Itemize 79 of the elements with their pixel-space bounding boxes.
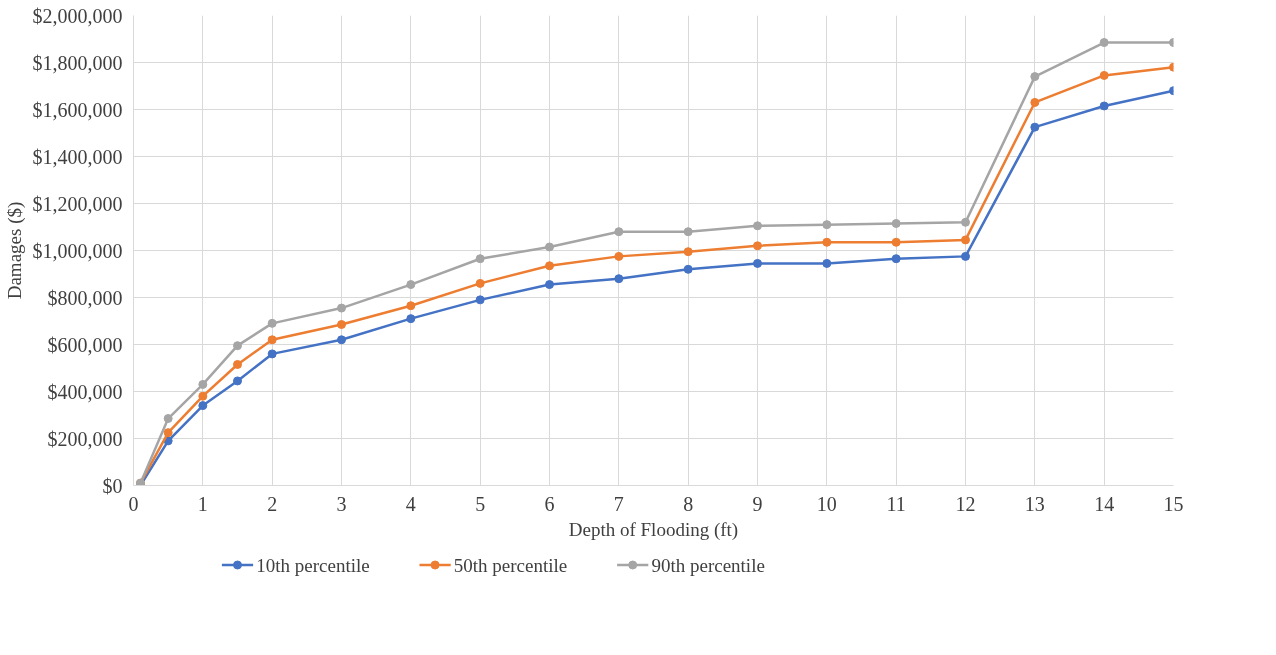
point <box>267 335 277 345</box>
point <box>1030 97 1040 107</box>
point <box>1030 72 1040 82</box>
point <box>753 221 762 231</box>
point <box>891 254 901 264</box>
y-tick-label: $2,000,000 <box>32 4 123 27</box>
x-tick-label: 5 <box>475 492 486 515</box>
x-tick-label: 13 <box>1024 492 1045 515</box>
y-tick-label: $1,200,000 <box>32 192 123 215</box>
legend-label: 50th percentile <box>453 554 568 576</box>
point <box>1030 122 1040 132</box>
point <box>337 320 346 330</box>
point <box>545 280 554 290</box>
x-tick-label: 11 <box>886 492 906 515</box>
point <box>475 254 485 264</box>
x-tick-label: 7 <box>613 492 624 515</box>
point <box>1099 38 1109 48</box>
point <box>233 341 242 351</box>
y-tick-label: $400,000 <box>47 380 123 403</box>
x-tick-label: 9 <box>752 492 763 515</box>
point <box>475 278 485 288</box>
point <box>753 241 762 251</box>
point <box>683 247 693 257</box>
point <box>683 227 693 237</box>
point <box>198 379 208 389</box>
point <box>614 227 624 237</box>
y-tick-label: $1,000,000 <box>32 239 123 262</box>
legend-label: 90th percentile <box>651 554 765 576</box>
x-tick-label: 12 <box>955 492 976 515</box>
x-tick-label: 0 <box>128 492 139 515</box>
y-tick-label: $1,600,000 <box>32 98 123 121</box>
point <box>406 280 416 290</box>
point <box>198 401 208 411</box>
point <box>406 314 416 324</box>
x-tick-label: 1 <box>197 492 208 515</box>
point <box>545 242 554 252</box>
point <box>267 318 277 328</box>
x-tick-label: 10 <box>816 492 837 515</box>
point <box>614 251 624 261</box>
x-tick-label: 14 <box>1094 492 1115 515</box>
point <box>163 428 173 438</box>
point <box>1099 101 1109 111</box>
y-tick-label: $600,000 <box>47 333 123 356</box>
point <box>961 235 970 245</box>
point <box>337 335 346 345</box>
point <box>961 217 970 227</box>
point <box>891 218 901 228</box>
y-tick-label: $800,000 <box>47 286 123 309</box>
y-tick-label: $1,800,000 <box>32 51 123 74</box>
point <box>267 349 277 359</box>
point <box>822 220 832 230</box>
point <box>198 391 208 401</box>
x-axis-title: Depth of Flooding (ft) <box>568 518 739 541</box>
point <box>683 264 693 274</box>
point <box>891 237 901 247</box>
x-tick-label: 6 <box>544 492 555 515</box>
point <box>753 258 762 268</box>
point <box>406 301 416 311</box>
point <box>614 274 624 284</box>
y-tick-label: $0 <box>102 474 123 497</box>
x-tick-label: 8 <box>683 492 694 515</box>
x-tick-label: 15 <box>1163 492 1184 515</box>
y-tick-label: $1,400,000 <box>32 145 123 168</box>
y-axis-title: Damages ($) <box>3 201 26 300</box>
point <box>822 258 832 268</box>
point <box>545 261 554 271</box>
legend-label: 10th percentile <box>256 554 370 576</box>
point <box>475 295 485 305</box>
point <box>961 251 970 261</box>
point <box>337 303 346 313</box>
x-tick-label: 4 <box>405 492 416 515</box>
point <box>233 359 242 369</box>
x-tick-label: 3 <box>336 492 347 515</box>
point <box>1099 70 1109 80</box>
y-tick-label: $200,000 <box>47 427 123 450</box>
x-tick-label: 2 <box>267 492 278 515</box>
point <box>822 237 832 247</box>
point <box>163 414 173 424</box>
point <box>233 376 242 386</box>
